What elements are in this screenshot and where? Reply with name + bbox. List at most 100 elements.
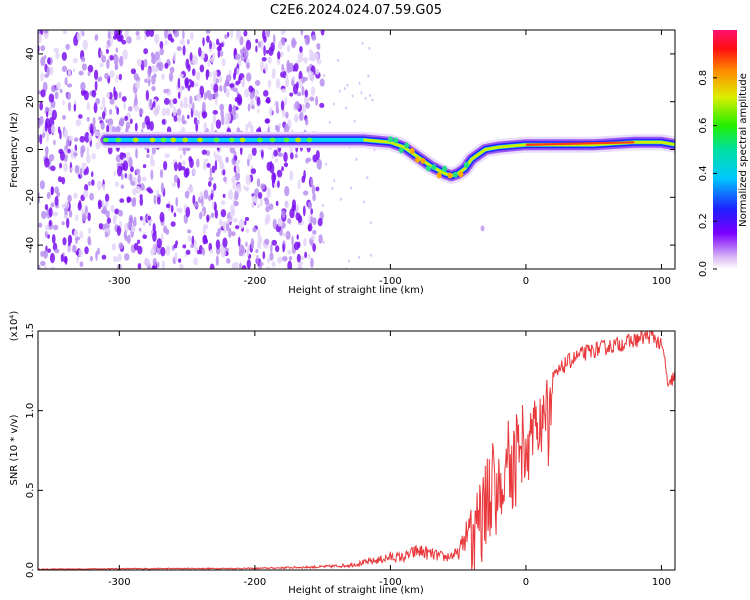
noise-speck bbox=[135, 31, 140, 36]
noise-speck bbox=[346, 83, 349, 87]
noise-speck bbox=[201, 111, 208, 119]
noise-speck bbox=[277, 256, 283, 264]
noise-speck bbox=[139, 108, 144, 116]
noise-speck bbox=[275, 245, 280, 253]
noise-speck bbox=[129, 118, 133, 124]
noise-speck bbox=[182, 45, 186, 56]
y-tick-label: 0.5 bbox=[25, 482, 36, 498]
noise-speck bbox=[234, 225, 240, 230]
noise-speck bbox=[281, 63, 285, 72]
noise-speck bbox=[145, 30, 150, 38]
noise-speck bbox=[83, 90, 89, 101]
noise-speck bbox=[293, 63, 299, 72]
noise-speck bbox=[325, 162, 328, 166]
noise-speck bbox=[107, 146, 113, 155]
noise-speck bbox=[98, 116, 103, 121]
noise-speck bbox=[203, 158, 209, 163]
noise-speck bbox=[78, 249, 83, 258]
noise-speck bbox=[362, 200, 365, 204]
colorbar-gradient bbox=[713, 30, 737, 269]
y-tick-label: -40 bbox=[25, 237, 36, 253]
noise-speck bbox=[195, 121, 199, 132]
noise-speck bbox=[299, 112, 304, 122]
noise-speck bbox=[215, 239, 221, 250]
noise-speck bbox=[319, 78, 325, 87]
noise-speck bbox=[319, 102, 325, 108]
noise-speck bbox=[122, 160, 129, 172]
noise-speck bbox=[104, 72, 109, 80]
noise-speck bbox=[144, 258, 151, 267]
noise-speck bbox=[135, 80, 141, 90]
noise-speck bbox=[314, 52, 319, 60]
noise-speck bbox=[246, 228, 249, 234]
noise-speck bbox=[97, 199, 102, 210]
noise-speck bbox=[333, 179, 336, 183]
noise-speck bbox=[192, 194, 196, 205]
noise-speck bbox=[312, 229, 317, 235]
noise-speck bbox=[222, 169, 226, 176]
noise-speck bbox=[355, 157, 358, 161]
noise-speck bbox=[94, 80, 98, 91]
noise-speck bbox=[164, 62, 169, 69]
noise-speck bbox=[165, 245, 171, 257]
noise-speck bbox=[304, 89, 309, 98]
noise-speck bbox=[213, 83, 219, 94]
noise-speck bbox=[120, 173, 124, 181]
noise-speck bbox=[47, 234, 50, 239]
noise-speck bbox=[50, 165, 56, 172]
noise-speck bbox=[159, 47, 165, 56]
noise-speck bbox=[57, 126, 61, 134]
noise-speck bbox=[287, 218, 292, 224]
noise-speck bbox=[193, 110, 199, 117]
noise-speck bbox=[38, 32, 42, 44]
noise-speck bbox=[164, 40, 168, 46]
noise-speck bbox=[272, 218, 277, 230]
noise-speck bbox=[282, 232, 287, 237]
noise-speck bbox=[281, 210, 286, 219]
noise-speck bbox=[184, 77, 190, 87]
noise-speck bbox=[304, 251, 308, 259]
noise-speck bbox=[245, 174, 251, 186]
noise-speck bbox=[241, 264, 247, 269]
noise-speck bbox=[133, 242, 139, 251]
noise-speck bbox=[361, 41, 364, 45]
noise-speck bbox=[224, 78, 230, 86]
noise-speck bbox=[266, 257, 271, 264]
noise-speck bbox=[144, 115, 151, 126]
noise-speck bbox=[265, 118, 270, 123]
noise-speck bbox=[260, 261, 264, 266]
noise-speck bbox=[206, 35, 210, 43]
noise-speck bbox=[318, 234, 323, 244]
noise-speck bbox=[61, 221, 65, 226]
noise-speck bbox=[63, 128, 68, 140]
noise-speck bbox=[116, 107, 120, 116]
noise-speck bbox=[210, 82, 214, 91]
noise-speck bbox=[51, 234, 56, 244]
noise-speck bbox=[52, 211, 59, 217]
noise-speck bbox=[264, 238, 270, 245]
noise-speck bbox=[80, 145, 86, 154]
noise-speck bbox=[224, 34, 228, 40]
noise-speck bbox=[266, 161, 272, 172]
x-tick-label: 100 bbox=[652, 577, 671, 588]
y-tick-label: 1.0 bbox=[25, 403, 36, 419]
noise-speck bbox=[38, 222, 43, 228]
noise-speck bbox=[67, 194, 72, 203]
noise-speck bbox=[145, 89, 149, 101]
noise-speck bbox=[284, 77, 290, 88]
noise-speck bbox=[301, 76, 306, 84]
noise-speck bbox=[226, 223, 230, 232]
noise-speck bbox=[114, 208, 120, 215]
noise-speck bbox=[204, 238, 209, 244]
noise-speck bbox=[111, 243, 117, 251]
noise-speck bbox=[105, 119, 110, 124]
noise-speck bbox=[297, 263, 303, 269]
noise-speck bbox=[40, 89, 46, 98]
noise-speck bbox=[259, 198, 263, 207]
noise-speck bbox=[271, 239, 278, 246]
noise-speck bbox=[289, 152, 294, 160]
signal-blob bbox=[283, 137, 290, 143]
noise-speck bbox=[130, 68, 137, 75]
noise-speck bbox=[64, 76, 68, 86]
noise-speck bbox=[187, 114, 190, 119]
